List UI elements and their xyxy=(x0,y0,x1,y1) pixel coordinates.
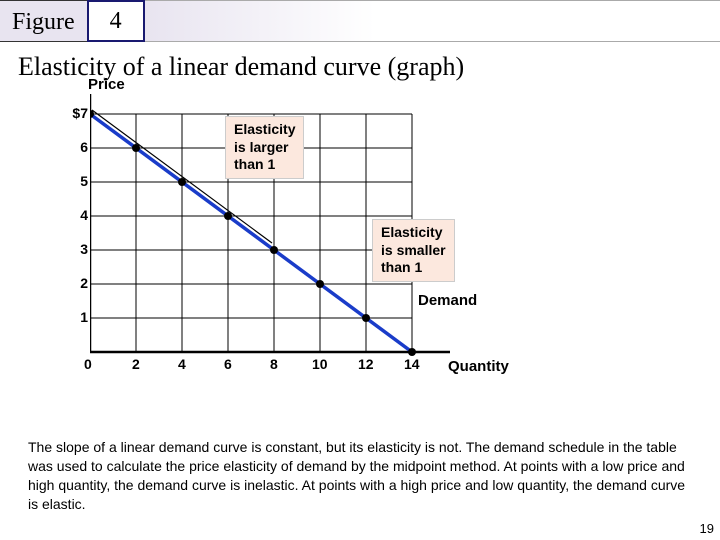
y-tick: 4 xyxy=(58,207,88,223)
figure-header: Figure 4 xyxy=(0,0,720,42)
figure-number: 4 xyxy=(87,0,145,42)
annotation-line: than 1 xyxy=(381,259,422,275)
x-axis-title: Quantity xyxy=(448,358,509,375)
annotation-inelastic: Elasticity is smaller than 1 xyxy=(372,219,455,282)
x-tick: 8 xyxy=(270,356,278,372)
annotation-line: is larger xyxy=(234,139,288,155)
y-tick: 5 xyxy=(58,173,88,189)
y-tick: 6 xyxy=(58,139,88,155)
x-tick: 0 xyxy=(84,356,92,372)
caption: The slope of a linear demand curve is co… xyxy=(0,424,720,514)
x-tick: 4 xyxy=(178,356,186,372)
annotation-line: Elasticity xyxy=(381,224,442,240)
annotation-line: is smaller xyxy=(381,242,446,258)
x-tick: 6 xyxy=(224,356,232,372)
y-axis-title: Price xyxy=(88,76,125,93)
x-tick: 10 xyxy=(312,356,328,372)
x-tick: 14 xyxy=(404,356,420,372)
header-spacer xyxy=(145,0,720,42)
figure-label: Figure xyxy=(0,0,87,42)
chart-area: Price $7 6 5 4 3 2 1 xyxy=(0,84,720,424)
annotation-line: than 1 xyxy=(234,156,275,172)
y-tick: 3 xyxy=(58,241,88,257)
demand-label: Demand xyxy=(418,292,477,309)
annotation-elastic: Elasticity is larger than 1 xyxy=(225,116,304,179)
x-tick: 2 xyxy=(132,356,140,372)
page-number: 19 xyxy=(700,521,714,536)
x-tick: 12 xyxy=(358,356,374,372)
y-tick: 1 xyxy=(58,309,88,325)
annotation-line: Elasticity xyxy=(234,121,295,137)
y-tick: 2 xyxy=(58,275,88,291)
y-tick: $7 xyxy=(58,105,88,121)
